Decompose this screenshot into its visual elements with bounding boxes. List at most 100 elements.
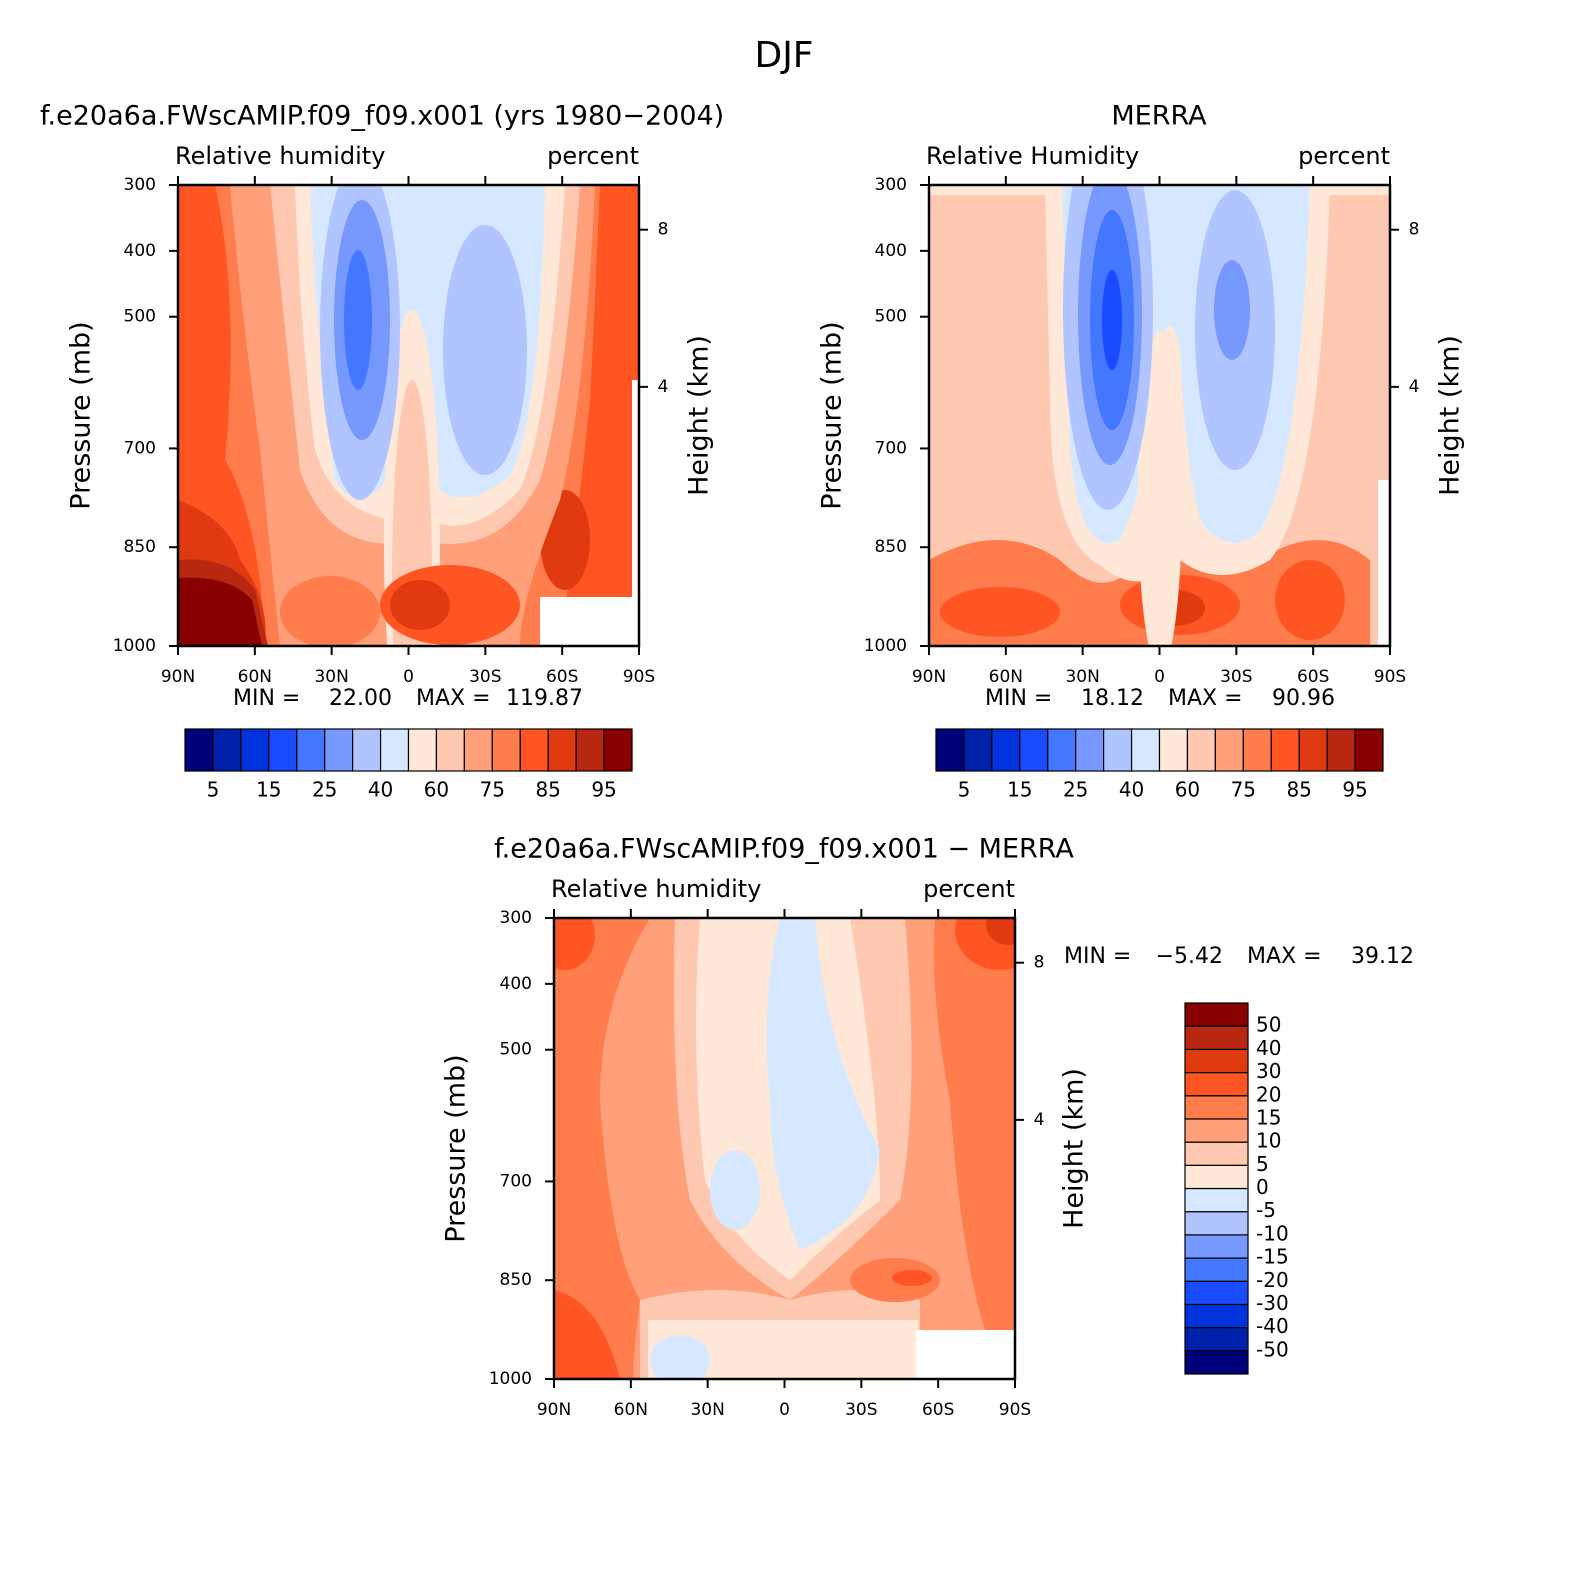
right-string: percent bbox=[923, 875, 1015, 903]
y-tick-label: 1000 bbox=[113, 636, 156, 656]
figure-title: DJF bbox=[754, 35, 813, 76]
colorbar-label: -40 bbox=[1256, 1314, 1289, 1338]
y-tick-label: 850 bbox=[500, 1270, 532, 1290]
min-value: 18.12 bbox=[1081, 686, 1144, 711]
y2-axis-label: Height (km) bbox=[684, 335, 715, 496]
y2-tick-label: 8 bbox=[658, 220, 669, 240]
colorbar-box bbox=[1075, 728, 1105, 772]
colorbar-label: 0 bbox=[1256, 1175, 1269, 1199]
colorbar-label: 60 bbox=[424, 778, 449, 802]
colorbar-box bbox=[296, 728, 326, 772]
colorbar-box bbox=[1184, 1257, 1249, 1282]
colorbar-label: -15 bbox=[1256, 1245, 1289, 1269]
colorbar-box bbox=[212, 728, 242, 772]
colorbar-label: 15 bbox=[1007, 778, 1032, 802]
x-tick-label: 90S bbox=[623, 667, 655, 687]
colorbar-box bbox=[1326, 728, 1356, 772]
colorbar-label: 75 bbox=[1231, 778, 1256, 802]
y2-tick-label: 4 bbox=[1409, 377, 1420, 397]
colorbar-box bbox=[491, 728, 521, 772]
colorbar-label: 30 bbox=[1256, 1059, 1281, 1083]
colorbar-label: 5 bbox=[958, 778, 971, 802]
y-tick-label: 300 bbox=[500, 908, 532, 928]
colorbar-box bbox=[963, 728, 993, 772]
x-tick-label: 30S bbox=[1220, 667, 1252, 687]
colorbar-box bbox=[1354, 728, 1384, 772]
colorbar-label: -10 bbox=[1256, 1221, 1289, 1245]
min-text: MIN = bbox=[985, 686, 1052, 711]
y-tick-label: 400 bbox=[124, 241, 156, 261]
colorbar-box bbox=[407, 728, 438, 772]
colorbar-box bbox=[268, 728, 298, 772]
panel-title: MERRA bbox=[1111, 101, 1207, 132]
y-tick-label: 400 bbox=[500, 974, 532, 994]
contour-fill bbox=[178, 185, 639, 646]
colorbar-box bbox=[463, 728, 493, 772]
colorbar-label: 40 bbox=[1119, 778, 1144, 802]
colorbar-box bbox=[435, 728, 465, 772]
contour-fill bbox=[929, 185, 1390, 646]
y-tick-label: 700 bbox=[500, 1171, 532, 1191]
x-tick-label: 90S bbox=[999, 1400, 1031, 1420]
colorbar-box bbox=[324, 728, 354, 772]
colorbar-label: 10 bbox=[1256, 1129, 1281, 1153]
colorbar-box bbox=[1184, 1118, 1249, 1143]
contour-fill bbox=[554, 918, 1015, 1379]
colorbar-box bbox=[1184, 1234, 1249, 1259]
max-text: MAX = bbox=[416, 686, 491, 711]
colorbar-box bbox=[1103, 728, 1133, 772]
colorbar-box bbox=[1184, 1303, 1249, 1329]
min-text: MIN = bbox=[233, 686, 300, 711]
colorbar-label: -30 bbox=[1256, 1291, 1289, 1315]
x-tick-label: 60N bbox=[989, 667, 1023, 687]
colorbar-box bbox=[1270, 728, 1300, 772]
colorbar-label: 25 bbox=[312, 778, 337, 802]
colorbar-label: 75 bbox=[480, 778, 505, 802]
x-tick-label: 30N bbox=[690, 1400, 724, 1420]
min-text: MIN = bbox=[1064, 944, 1131, 969]
colorbar-label: 50 bbox=[1256, 1013, 1281, 1037]
y2-tick-label: 8 bbox=[1409, 220, 1420, 240]
y-tick-label: 1000 bbox=[489, 1369, 532, 1389]
colorbar-box bbox=[1184, 1141, 1249, 1166]
y-tick-label: 700 bbox=[124, 438, 156, 458]
colorbar-label: -50 bbox=[1256, 1337, 1289, 1361]
panel-title: f.e20a6a.FWscAMIP.f09_f09.x001 (yrs 1980… bbox=[40, 101, 724, 132]
x-tick-label: 60N bbox=[238, 667, 272, 687]
x-tick-label: 90S bbox=[1374, 667, 1406, 687]
min-value: 22.00 bbox=[329, 686, 392, 711]
y-tick-label: 500 bbox=[875, 307, 907, 327]
colorbar-label: 5 bbox=[1256, 1152, 1269, 1176]
colorbar-label: -20 bbox=[1256, 1268, 1289, 1292]
colorbar-label: 5 bbox=[207, 778, 220, 802]
colorbar-label: 25 bbox=[1063, 778, 1088, 802]
y-tick-label: 400 bbox=[875, 241, 907, 261]
colorbar-box bbox=[1019, 728, 1049, 772]
colorbar-box bbox=[1130, 728, 1161, 772]
colorbar-label: 40 bbox=[1256, 1036, 1281, 1060]
min-value: −5.42 bbox=[1156, 944, 1223, 969]
colorbar-label: 15 bbox=[256, 778, 281, 802]
y-tick-label: 850 bbox=[875, 537, 907, 557]
colorbar-box bbox=[1184, 1048, 1249, 1074]
x-tick-label: 0 bbox=[403, 667, 414, 687]
max-text: MAX = bbox=[1247, 944, 1322, 969]
x-tick-label: 0 bbox=[1154, 667, 1165, 687]
y-axis-label: Pressure (mb) bbox=[817, 321, 848, 509]
colorbar-label: 85 bbox=[1286, 778, 1311, 802]
y2-tick-label: 8 bbox=[1034, 953, 1045, 973]
colorbar-box bbox=[1186, 728, 1216, 772]
y2-axis-label: Height (km) bbox=[1059, 1068, 1090, 1229]
colorbar-box bbox=[1184, 1327, 1249, 1352]
colorbar-box bbox=[935, 728, 965, 772]
colorbar-box bbox=[184, 728, 214, 772]
colorbar-box bbox=[547, 728, 577, 772]
colorbar-box bbox=[1184, 1187, 1249, 1213]
colorbar-box bbox=[379, 728, 410, 772]
x-tick-label: 90N bbox=[161, 667, 195, 687]
max-text: MAX = bbox=[1168, 686, 1243, 711]
colorbar-label: 40 bbox=[368, 778, 393, 802]
y-tick-label: 300 bbox=[875, 175, 907, 195]
